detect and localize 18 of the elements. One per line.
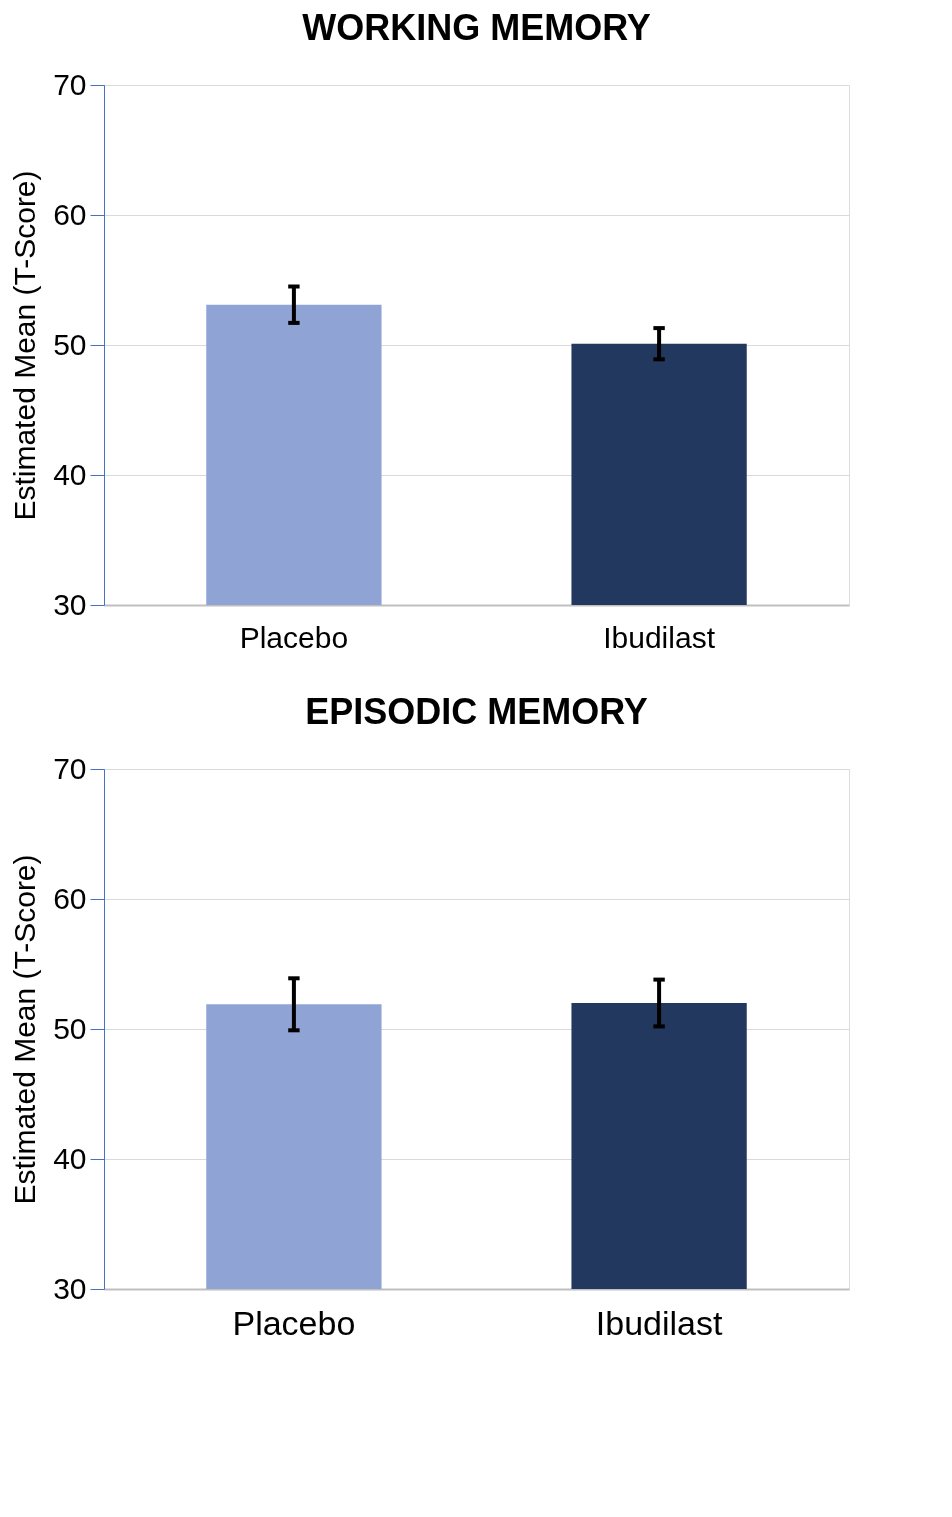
y-tick-label: 50	[53, 327, 87, 361]
chart-title: EPISODIC MEMORY	[305, 691, 648, 732]
y-tick-label: 60	[53, 197, 87, 231]
x-tick-label: Placebo	[232, 1303, 356, 1342]
y-tick-label: 30	[53, 1271, 87, 1305]
x-tick-label: Ibudilast	[603, 620, 716, 654]
x-tick-label: Ibudilast	[595, 1303, 723, 1342]
x-tick-label: Placebo	[239, 620, 349, 654]
y-tick-label: 50	[53, 1011, 87, 1045]
y-tick-label: 70	[53, 751, 87, 785]
y-axis-title: Estimated Mean (T-Score)	[8, 854, 42, 1205]
y-tick-label: 60	[53, 881, 87, 915]
y-tick-label: 30	[53, 587, 87, 621]
y-axis-title: Estimated Mean (T-Score)	[8, 170, 42, 521]
y-tick-label: 40	[53, 1141, 87, 1175]
y-tick-label: 70	[53, 67, 87, 101]
y-tick-label: 40	[53, 457, 87, 491]
chart-title: WORKING MEMORY	[302, 7, 651, 48]
